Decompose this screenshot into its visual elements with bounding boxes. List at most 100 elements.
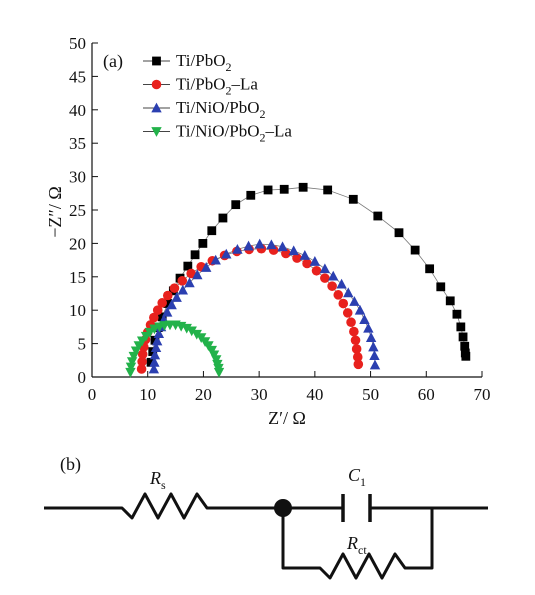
data-point: [149, 312, 159, 323]
data-point: [350, 335, 361, 346]
data-point: [363, 322, 374, 333]
legend-item: Ti/NiO/PbO2: [143, 98, 265, 121]
rct-resistor: [281, 508, 434, 580]
data-point: [162, 290, 173, 301]
equivalent-circuit: (b) Rs C1 Rct: [44, 454, 488, 580]
data-point: [183, 261, 193, 271]
data-point: [246, 190, 256, 200]
rs-label: Rs: [149, 468, 166, 492]
c1-label: C1: [348, 465, 366, 489]
data-point: [166, 299, 177, 310]
data-point: [171, 292, 182, 302]
data-point: [263, 185, 273, 195]
data-point: [299, 250, 311, 260]
data-point: [137, 356, 147, 367]
y-tick-label: 0: [78, 368, 87, 387]
data-point: [445, 296, 455, 306]
data-markers: [125, 182, 471, 378]
data-point: [309, 256, 321, 266]
data-point: [336, 278, 347, 289]
data-point: [346, 317, 356, 328]
y-tick-label: 15: [69, 268, 86, 287]
legend-label: Ti/PbO2: [176, 51, 231, 74]
data-point: [298, 182, 308, 192]
data-point: [369, 359, 381, 370]
data-point: [125, 367, 136, 378]
data-point: [460, 341, 470, 351]
x-tick-label: 10: [139, 385, 156, 404]
data-point: [151, 335, 163, 346]
data-point: [231, 200, 241, 210]
legend-marker: [151, 79, 162, 90]
x-tick-label: 50: [362, 385, 379, 404]
data-point: [148, 363, 160, 374]
data-point: [177, 284, 189, 295]
data-point: [190, 250, 200, 260]
data-point: [394, 228, 404, 238]
data-point: [243, 240, 254, 251]
data-point: [320, 273, 330, 283]
data-point: [157, 312, 167, 322]
legend-label: Ti/PbO2–La: [176, 75, 258, 98]
legend-marker: [151, 102, 162, 113]
data-point: [343, 287, 354, 298]
data-point: [279, 184, 289, 194]
x-tick-label: 70: [474, 385, 491, 404]
rct-label: Rct: [346, 533, 367, 557]
data-point: [136, 364, 147, 374]
y-tick-label: 5: [78, 335, 87, 354]
data-point: [198, 239, 208, 248]
data-point: [218, 213, 228, 223]
data-point: [157, 298, 167, 308]
data-point: [137, 349, 148, 360]
tick-labels: 0 10 20 30 40 50 60 70 0 5 10 15 20 25 30 35 40 45 50: [69, 34, 491, 404]
data-point: [149, 356, 160, 367]
data-point: [177, 276, 188, 286]
data-point: [323, 185, 333, 195]
x-tick-label: 40: [306, 385, 323, 404]
data-point: [152, 305, 163, 316]
data-point: [302, 258, 312, 269]
data-point: [458, 332, 468, 342]
y-tick-label: 45: [69, 67, 86, 86]
data-point: [213, 367, 225, 378]
y-tick-label: 20: [69, 234, 86, 253]
x-tick-label: 20: [195, 385, 212, 404]
data-point: [146, 357, 156, 367]
rs-resistor: [44, 492, 283, 520]
data-point: [277, 241, 288, 252]
data-point: [410, 245, 420, 255]
data-point: [436, 282, 446, 292]
data-point: [452, 309, 462, 319]
data-point: [327, 281, 337, 291]
data-point: [461, 351, 471, 361]
y-tick-label: 25: [69, 201, 86, 220]
data-point: [352, 352, 363, 362]
data-point: [201, 262, 212, 272]
data-point: [348, 194, 358, 204]
data-point: [162, 306, 173, 317]
data-point: [184, 277, 195, 288]
data-point: [349, 326, 359, 337]
data-point: [319, 263, 331, 274]
x-tick-label: 0: [88, 385, 97, 404]
data-point: [338, 298, 349, 309]
data-point: [125, 362, 137, 373]
data-point: [254, 238, 265, 249]
data-point: [328, 270, 339, 281]
legend: Ti/PbO2Ti/PbO2–LaTi/NiO/PbO2Ti/NiO/PbO2–…: [143, 51, 292, 145]
legend-label: Ti/NiO/PbO2–La: [176, 122, 292, 145]
data-point: [288, 245, 299, 256]
data-point: [369, 350, 380, 361]
data-point: [353, 359, 364, 370]
legend-marker: [151, 127, 162, 137]
data-point: [266, 239, 277, 250]
data-point: [153, 328, 165, 338]
data-point: [232, 244, 243, 254]
data-point: [150, 342, 162, 353]
x-tick-label: 30: [251, 385, 268, 404]
data-point: [373, 211, 383, 221]
panel-a-label: (a): [103, 51, 123, 72]
data-point: [163, 299, 173, 308]
